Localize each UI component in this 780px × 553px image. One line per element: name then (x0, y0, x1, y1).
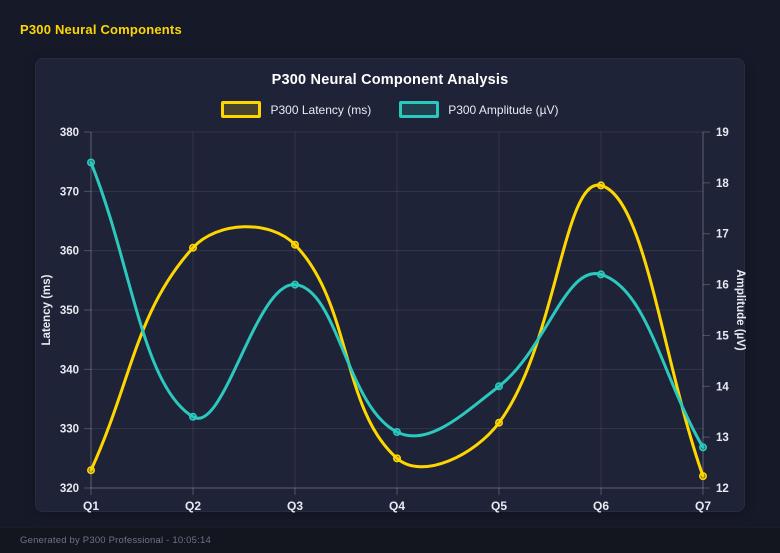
legend-label-latency: P300 Latency (ms) (270, 102, 372, 117)
svg-text:18: 18 (716, 178, 729, 190)
svg-text:Q3: Q3 (287, 499, 303, 513)
svg-text:Q4: Q4 (389, 499, 405, 513)
svg-text:Q6: Q6 (593, 499, 609, 513)
page-title: P300 Neural Components (20, 22, 182, 37)
legend-swatch-latency (221, 101, 262, 118)
svg-text:Q2: Q2 (185, 499, 201, 513)
status-bar: Generated by P300 Professional - 10:05:1… (0, 527, 780, 553)
svg-text:380: 380 (60, 127, 79, 139)
svg-text:330: 330 (60, 424, 79, 436)
svg-text:Q7: Q7 (695, 499, 711, 513)
legend-label-amplitude: P300 Amplitude (µV) (448, 102, 559, 117)
svg-text:Latency (ms): Latency (ms) (41, 274, 53, 345)
svg-text:14: 14 (716, 381, 729, 393)
svg-text:370: 370 (60, 186, 79, 198)
svg-text:340: 340 (60, 364, 79, 376)
svg-text:19: 19 (716, 127, 729, 139)
svg-text:17: 17 (716, 229, 729, 241)
svg-text:16: 16 (716, 280, 729, 292)
svg-text:Q5: Q5 (491, 499, 507, 513)
legend-item-amplitude[interactable]: P300 Amplitude (µV) (399, 101, 559, 118)
svg-text:13: 13 (716, 432, 729, 444)
chart-canvas: 320 330 340 350 360 370 380 12 13 14 15 16 17 18 19 Q1 Q… (41, 127, 746, 513)
legend-item-latency[interactable]: P300 Latency (ms) (221, 101, 371, 118)
svg-text:360: 360 (60, 246, 79, 258)
legend-swatch-amplitude (399, 101, 440, 118)
svg-text:Q1: Q1 (83, 499, 99, 513)
chart-card: 320 330 340 350 360 370 380 12 13 14 15 16 17 18 19 Q1 Q… (35, 58, 746, 513)
svg-text:350: 350 (60, 305, 79, 317)
svg-text:12: 12 (716, 483, 729, 495)
chart-title: P300 Neural Component Analysis (271, 72, 509, 88)
svg-text:15: 15 (716, 330, 729, 342)
footer-text: Generated by P300 Professional - 10:05:1… (20, 535, 211, 546)
svg-text:Amplitude (µV): Amplitude (µV) (734, 269, 746, 351)
svg-text:320: 320 (60, 483, 79, 495)
chart-legend: P300 Latency (ms) P300 Amplitude (µV) (36, 101, 744, 118)
